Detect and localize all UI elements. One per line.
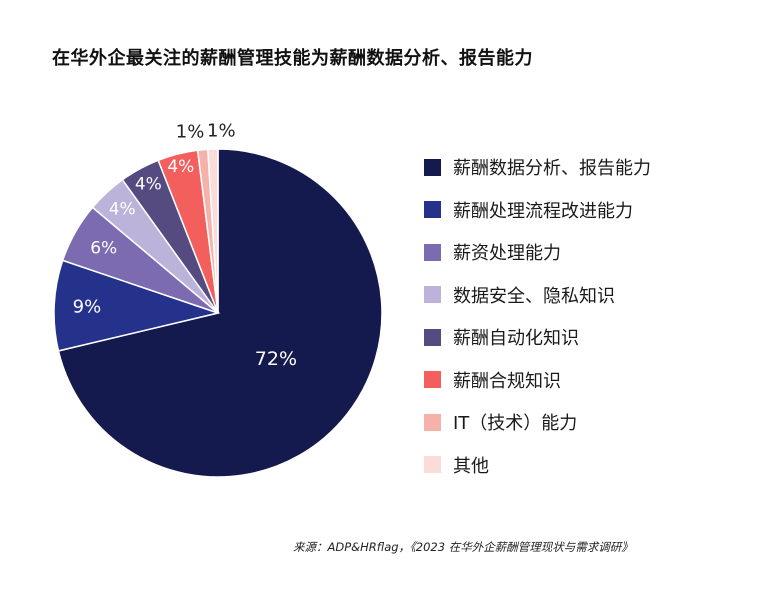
- legend-label: 薪资处理能力: [453, 243, 561, 265]
- slice-label-6: 4%: [167, 157, 194, 177]
- legend: 薪酬数据分析、报告能力 薪酬处理流程改进能力 薪资处理能力数据安全、隐私知识 薪酬自动…: [424, 146, 651, 486]
- legend-swatch: [424, 413, 441, 431]
- legend-item-8: 其他: [424, 444, 651, 487]
- legend-label: IT（技术）能力: [453, 413, 578, 435]
- slice-label-2: 9%: [73, 296, 102, 317]
- legend-label: 薪酬合规知识: [453, 370, 561, 392]
- legend-swatch: [424, 158, 441, 176]
- slice-label-7: 1%: [176, 121, 205, 142]
- slice-label-3: 6%: [90, 239, 117, 259]
- chart-title: 在华外企最关注的薪酬管理技能为薪酬数据分析、报告能力: [52, 48, 533, 69]
- legend-item-4: 数据安全、隐私知识: [424, 274, 651, 317]
- legend-label: 数据安全、隐私知识: [453, 285, 615, 307]
- legend-swatch: [424, 371, 441, 389]
- legend-item-7: IT（技术）能力: [424, 401, 651, 444]
- legend-label: 薪酬自动化知识: [453, 328, 579, 350]
- slice-label-8: 1%: [207, 121, 236, 142]
- legend-item-1: 薪酬数据分析、报告能力: [424, 146, 651, 189]
- legend-label: 其他: [453, 455, 489, 477]
- legend-swatch: [424, 201, 441, 219]
- legend-label: 薪酬数据分析、报告能力: [453, 158, 651, 180]
- legend-item-6: 薪酬合规知识: [424, 359, 651, 402]
- pie-slice-8: [207, 148, 219, 314]
- legend-swatch: [424, 243, 441, 261]
- legend-label: 薪酬处理流程改进能力: [453, 200, 633, 222]
- legend-swatch: [424, 328, 441, 346]
- slice-label-4: 4%: [109, 199, 136, 219]
- legend-swatch: [424, 286, 441, 304]
- source-note: 来源：ADP&HRflag，《2023 在华外企薪酬管理现状与需求调研》: [293, 540, 633, 554]
- legend-item-5: 薪酬自动化知识: [424, 316, 651, 359]
- slice-label-1: 72%: [255, 348, 297, 370]
- pie-slice-2: [53, 259, 221, 352]
- slice-label-5: 4%: [135, 175, 162, 195]
- legend-item-2: 薪酬处理流程改进能力: [424, 189, 651, 232]
- legend-swatch: [424, 456, 441, 474]
- legend-item-3: 薪资处理能力: [424, 231, 651, 274]
